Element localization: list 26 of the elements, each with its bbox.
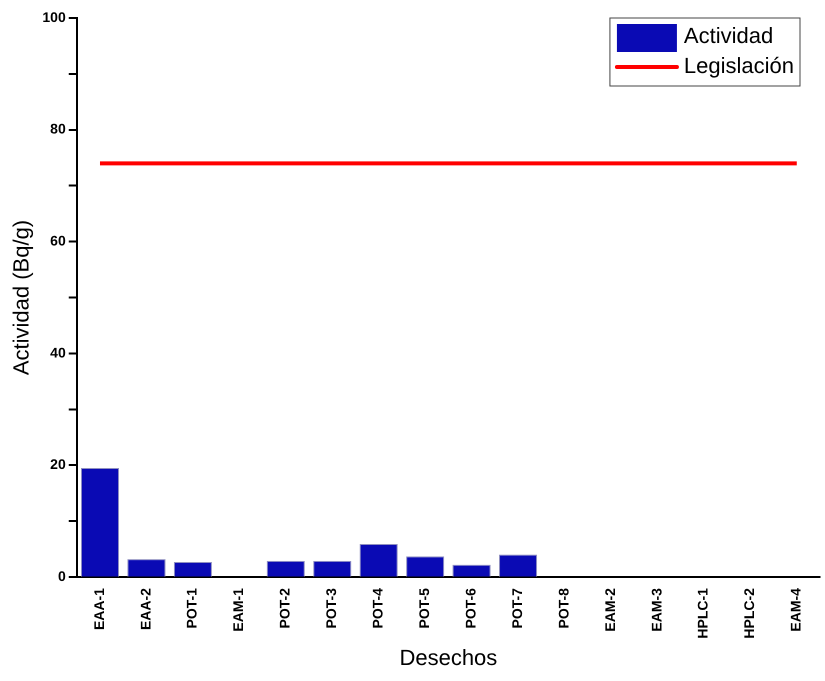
y-axis-title: Actividad (Bq/g) [8, 220, 34, 376]
x-tick-label: EAM-4 [788, 588, 804, 632]
x-tick-label: POT-8 [555, 588, 572, 629]
x-tick-label: EAA-1 [90, 588, 107, 630]
y-tick-label: 20 [50, 456, 66, 472]
x-tick-label: EAM-1 [230, 588, 246, 632]
x-tick-label: POT-2 [276, 588, 293, 629]
x-tick-label: POT-6 [462, 588, 478, 629]
y-tick-label: 80 [50, 120, 66, 137]
y-tick-label: 100 [42, 8, 66, 25]
x-tick-label: POT-1 [184, 588, 200, 629]
x-tick-label: EAM-2 [602, 588, 618, 632]
y-tick-label: 40 [50, 344, 66, 360]
x-tick-label: POT-5 [416, 588, 432, 629]
x-tick-label: POT-7 [508, 588, 525, 629]
x-tick-label: HPLC-1 [694, 588, 711, 639]
legend-label: Actividad [684, 23, 774, 48]
x-axis-title: Desechos [399, 644, 498, 670]
x-tick-label: EAA-2 [137, 588, 154, 630]
x-tick-label: EAM-3 [648, 588, 664, 632]
x-tick-label: POT-4 [370, 588, 386, 629]
x-tick-label: HPLC-2 [741, 588, 758, 639]
y-tick-label: 0 [58, 568, 66, 584]
x-tick-label: POT-3 [323, 588, 340, 629]
y-tick-label: 60 [50, 232, 66, 248]
legend-label: Legislación [684, 53, 794, 78]
